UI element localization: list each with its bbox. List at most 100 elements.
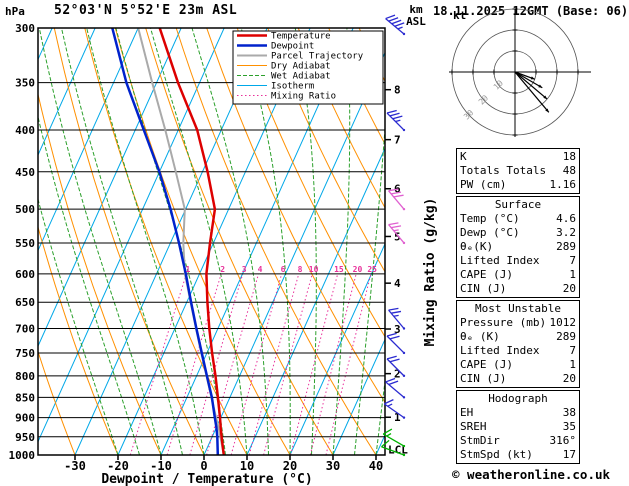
svg-text:600: 600 [15,268,35,281]
index-row: StmSpd (kt) 17 [460,448,576,462]
index-row: θₑ(K) 289 [460,240,576,254]
svg-text:Dewpoint: Dewpoint [271,42,314,52]
index-label: Lifted Index [460,254,540,267]
indices-section: Hodograph EH 38 SREH 35 StmDir 316° StmSpd (kt)… [456,390,580,464]
index-value: 20 [562,372,576,385]
svg-text:400: 400 [15,124,35,137]
svg-text:10: 10 [309,265,319,274]
svg-text:300: 300 [15,22,35,35]
pressure-labels: 300 350 400 450 500 550 600 650 700 750 800 850 900 9… [9,22,36,462]
index-label: Pressure (mb) [460,316,547,329]
svg-text:-10: -10 [150,459,172,473]
index-label: Lifted Index [460,344,540,357]
plot-frame [37,27,386,456]
svg-text:800: 800 [15,370,35,383]
index-label: StmDir [460,434,500,447]
svg-text:1: 1 [394,411,401,424]
svg-text:20: 20 [353,265,363,274]
index-row: Temp (°C) 4.6 [460,212,576,226]
index-value: 1.16 [549,178,577,191]
index-value: 48 [562,164,576,177]
svg-text:3: 3 [242,265,247,274]
svg-text:-20: -20 [107,459,129,473]
mixing-ratio-labels: 1 2 3 4 6 8 10 15 20 25 [185,265,377,274]
svg-text:700: 700 [15,323,35,336]
wind-barbs [381,14,406,457]
index-row: Totals Totals 48 [460,164,576,178]
index-value: 20 [562,282,576,295]
index-value: 38 [562,406,576,419]
pressure-axis-unit: hPa [5,5,25,18]
svg-text:8: 8 [394,84,401,97]
svg-text:2: 2 [220,265,225,274]
svg-text:Mixing Ratio: Mixing Ratio [271,92,336,102]
svg-text:1000: 1000 [9,449,36,462]
dewpoint-curve [111,28,220,455]
index-label: PW (cm) [460,178,507,191]
index-label: EH [460,406,474,419]
skewt-plot: 3003504004505005506006507007508008509009… [9,3,439,486]
index-row: Pressure (mb) 1012 [460,316,576,330]
hodograph-unit: kt [453,9,466,22]
svg-text:950: 950 [15,431,35,444]
svg-text:Dry Adiabat: Dry Adiabat [271,62,331,72]
index-label: CIN (J) [460,282,507,295]
svg-text:5: 5 [394,230,401,243]
index-row: EH 38 [460,406,576,420]
svg-text:0: 0 [200,459,207,473]
index-row: CAPE (J) 1 [460,358,576,372]
station-title: 52°03'N 5°52'E 23m ASL [54,3,238,18]
index-row: StmDir 316° [460,434,576,448]
index-row: Lifted Index 7 [460,344,576,358]
index-label: θₑ (K) [460,330,500,343]
index-value: 289 [556,330,576,343]
index-value: 4.6 [556,212,576,225]
svg-text:350: 350 [15,77,35,90]
index-row: Dewp (°C) 3.2 [460,226,576,240]
svg-text:20: 20 [283,459,297,473]
svg-text:6: 6 [281,265,286,274]
index-label: Dewp (°C) [460,226,520,239]
index-value: 7 [569,344,576,357]
svg-text:900: 900 [15,412,35,425]
index-value: 289 [556,240,576,253]
index-value: 17 [562,448,576,461]
indices-section: Surface Temp (°C) 4.6 Dewp (°C) 3.2 θₑ(K) 289 L… [456,196,580,298]
index-label: Temp (°C) [460,212,520,225]
indices-section: K 18 Totals Totals 48 PW (cm) 1.16 [456,148,580,194]
svg-text:450: 450 [15,166,35,179]
index-label: Totals Totals [460,164,547,177]
indices-section: Most Unstable Pressure (mb) 1012 θₑ (K) 289 L… [456,300,580,388]
svg-text:Wet Adiabat: Wet Adiabat [271,72,331,82]
svg-text:7: 7 [394,134,401,147]
svg-text:8: 8 [298,265,303,274]
temp-axis: -30 -20 -10 0 10 20 30 40 Dewpoint / Temperature… [64,455,383,486]
index-value: 7 [569,254,576,267]
km-axis-unit: km [409,3,423,16]
index-label: SREH [460,420,487,433]
index-row: SREH 35 [460,420,576,434]
svg-text:750: 750 [15,347,35,360]
svg-text:500: 500 [15,203,35,216]
svg-text:850: 850 [15,391,35,404]
indices-section-title: Most Unstable [474,302,562,315]
index-value: 18 [562,150,576,163]
index-label: StmSpd (kt) [460,448,533,461]
svg-text:Temperature: Temperature [271,32,331,42]
index-row: PW (cm) 1.16 [460,178,576,192]
index-row: K 18 [460,150,576,164]
index-value: 3.2 [556,226,576,239]
index-value: 35 [562,420,576,433]
index-value: 1012 [549,316,577,329]
x-axis-title: Dewpoint / Temperature (°C) [101,472,312,486]
index-row: Lifted Index 7 [460,254,576,268]
svg-text:Parcel Trajectory: Parcel Trajectory [271,52,364,62]
indices-section-title: Hodograph [488,392,548,405]
index-label: CAPE (J) [460,268,513,281]
svg-text:4: 4 [258,265,263,274]
svg-text:10: 10 [240,459,254,473]
index-row: CIN (J) 20 [460,282,576,296]
